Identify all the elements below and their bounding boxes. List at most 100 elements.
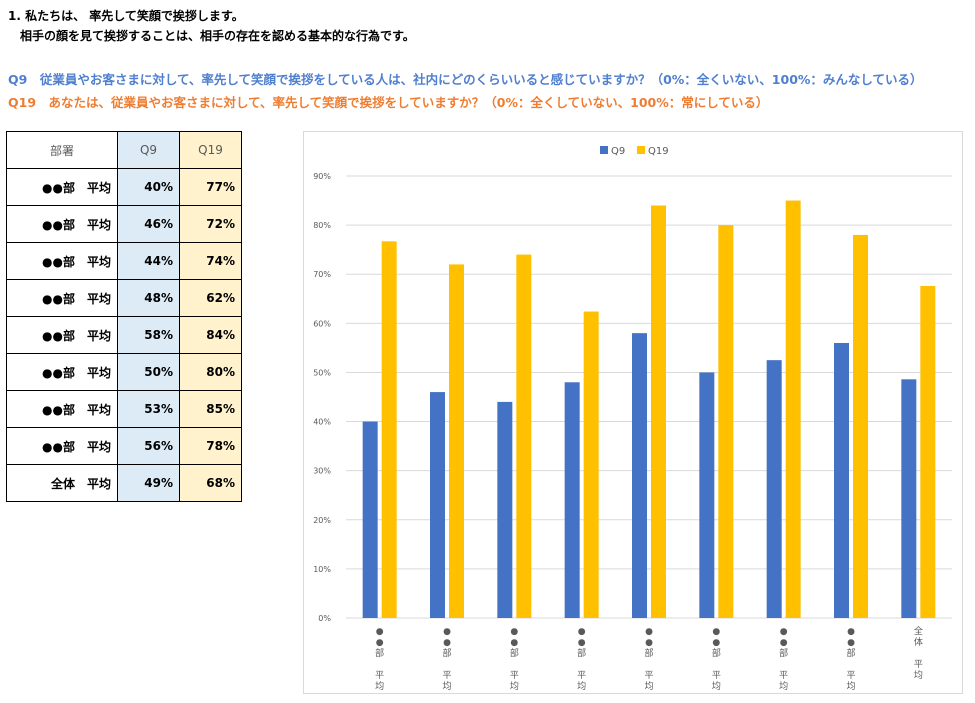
q19-cell: 74% (179, 242, 242, 280)
heading-line-1: 1. 私たちは、 率先して笑顔で挨拶します。 (8, 9, 244, 23)
x-tick-label: 部 (846, 647, 855, 659)
summary-table: 部署 Q9 Q19 ●●部 平均 40% 77% ●●部 平均 46% 72% ●●部 平均… (6, 131, 242, 502)
dept-cell: ●●部 平均 (6, 279, 118, 317)
q19-cell: 78% (179, 427, 242, 465)
dept-cell: ●●部 平均 (6, 316, 118, 354)
x-tick-label: ● (712, 638, 720, 648)
dept-cell: ●●部 平均 (6, 242, 118, 280)
header-q19: Q19 (179, 131, 242, 169)
q9-cell: 48% (117, 279, 180, 317)
q19-cell: 77% (179, 168, 242, 206)
q19-cell: 68% (179, 464, 242, 502)
x-tick-label: ● (443, 638, 451, 648)
x-tick-label: 部 (442, 647, 451, 659)
x-tick-label: ● (510, 627, 518, 637)
y-tick-label: 0% (318, 614, 331, 623)
y-tick-label: 90% (313, 172, 331, 181)
bar-q19 (920, 286, 936, 618)
y-tick-label: 30% (313, 467, 331, 476)
x-tick-label: 全 (914, 625, 923, 637)
legend-swatch-q9 (600, 146, 608, 154)
q9-cell: 44% (117, 242, 180, 280)
x-tick-label: 平 (577, 670, 586, 681)
x-tick-label: ● (847, 638, 855, 648)
table-row: ●●部 平均 58% 84% (6, 316, 242, 354)
y-tick-label: 60% (313, 319, 331, 328)
bar-q19 (449, 264, 464, 618)
dept-cell: ●●部 平均 (6, 390, 118, 428)
q9-cell: 58% (117, 316, 180, 354)
chart-panel: 0% 10% 20% 30% 40% 50% 60% 70% 80% 90% ● ● 部平均 ● ● 部平均 ●… (303, 131, 963, 694)
x-tick-label: 均 (577, 680, 586, 692)
x-tick-label: 部 (577, 647, 586, 659)
x-tick-label: ● (645, 627, 653, 637)
heading-line-2: 相手の顔を見て挨拶することは、相手の存在を認める基本的な行為です。 (20, 29, 415, 43)
bar-q9 (699, 372, 715, 618)
x-tick-label: 部 (712, 647, 721, 659)
q9-cell: 56% (117, 427, 180, 465)
x-tick-label: ● (376, 627, 384, 637)
x-tick-label: ● (376, 638, 384, 648)
legend-label-q9: Q9 (611, 146, 625, 157)
x-tick-label: 均 (375, 680, 384, 692)
y-tick-label: 10% (313, 565, 331, 574)
y-tick-label: 80% (313, 221, 331, 230)
q9-cell: 46% (117, 205, 180, 243)
x-tick-label: 部 (644, 647, 653, 659)
q9-cell: 40% (117, 168, 180, 206)
bar-q19 (516, 254, 532, 619)
x-tick-label: 部 (779, 647, 788, 659)
bar-q19 (651, 205, 666, 618)
x-tick-label: 部 (375, 647, 384, 659)
table-row: ●●部 平均 56% 78% (6, 427, 242, 465)
q9-cell: 49% (117, 464, 180, 502)
dept-cell: ●●部 平均 (6, 353, 118, 391)
legend-swatch-q19 (637, 146, 645, 154)
q9-cell: 50% (117, 353, 180, 391)
bar-q9 (766, 360, 782, 618)
table-row: ●●部 平均 44% 74% (6, 242, 242, 280)
y-tick-label: 20% (313, 516, 331, 525)
q19-cell: 85% (179, 390, 242, 428)
x-tick-label: 平 (442, 670, 451, 681)
x-tick-label: 均 (442, 680, 451, 692)
table-row: 全体 平均 49% 68% (6, 464, 242, 502)
x-tick-label: 平 (914, 659, 923, 670)
bar-q9 (834, 342, 849, 618)
bar-chart: 0%10%20%30%40%50%60%70%80%90%●●部平均●●部平均●… (313, 146, 952, 692)
dept-cell: ●●部 平均 (6, 168, 118, 206)
bar-q19 (718, 225, 734, 618)
x-tick-label: 体 (914, 636, 923, 648)
header-q9: Q9 (117, 131, 180, 169)
question-q19: Q19 あなたは、従業員やお客さまに対して、率先して笑顔で挨拶をしていますか？（… (8, 95, 769, 110)
section-heading: 1. 私たちは、 率先して笑顔で挨拶します。 相手の顔を見て挨拶することは、相手… (8, 6, 415, 46)
bar-q19 (785, 200, 801, 619)
table-row: ●●部 平均 40% 77% (6, 168, 242, 206)
dept-cell: ●●部 平均 (6, 205, 118, 243)
q19-cell: 72% (179, 205, 242, 243)
x-tick-label: 平 (779, 670, 788, 681)
bar-q9 (430, 392, 445, 618)
y-tick-label: 70% (313, 270, 331, 279)
x-tick-label: ● (645, 638, 653, 648)
table-row: ●●部 平均 46% 72% (6, 205, 242, 243)
x-tick-label: 均 (914, 669, 923, 681)
x-tick-label: 平 (644, 670, 653, 681)
q19-cell: 62% (179, 279, 242, 317)
x-tick-label: 平 (846, 670, 855, 681)
bar-q9 (362, 421, 378, 618)
y-tick-label: 50% (313, 368, 331, 377)
x-tick-label: 均 (510, 680, 519, 692)
q9-cell: 53% (117, 390, 180, 428)
x-tick-label: 均 (712, 680, 721, 692)
x-tick-label: 均 (779, 680, 788, 692)
table-row: ●●部 平均 50% 80% (6, 353, 242, 391)
x-tick-label: ● (712, 627, 720, 637)
bar-q9 (564, 382, 580, 618)
x-tick-label: ● (780, 638, 788, 648)
bar-q9 (632, 333, 647, 618)
legend-label-q19: Q19 (648, 146, 669, 157)
dept-cell: 全体 平均 (6, 464, 118, 502)
dept-cell: ●●部 平均 (6, 427, 118, 465)
x-tick-label: ● (780, 627, 788, 637)
